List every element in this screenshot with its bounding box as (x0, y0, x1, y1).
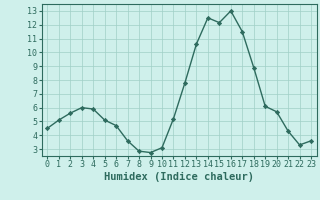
X-axis label: Humidex (Indice chaleur): Humidex (Indice chaleur) (104, 172, 254, 182)
